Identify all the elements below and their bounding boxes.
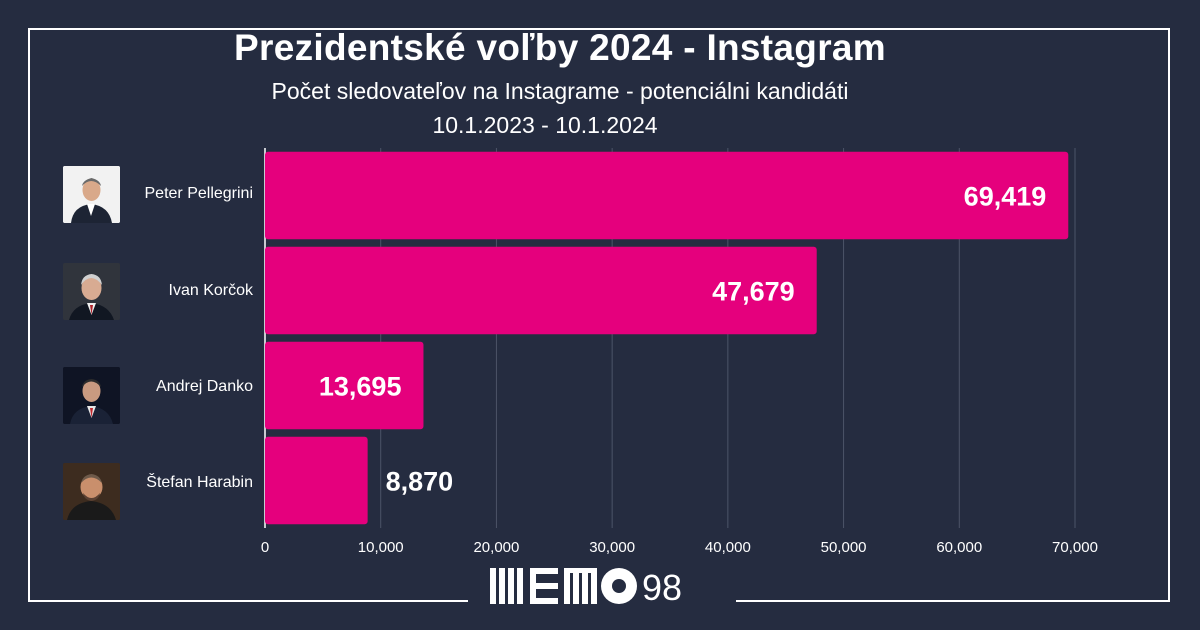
memo98-logo: 98 (490, 567, 682, 606)
x-tick-label: 20,000 (473, 539, 519, 556)
photo-peter-pellegrini (63, 166, 120, 223)
photo-ivan-korcok (63, 263, 120, 320)
date-range: 10.1.2023 - 10.1.2024 (432, 112, 658, 138)
category-label: Ivan Korčok (168, 282, 253, 299)
x-tick-label: 50,000 (821, 539, 867, 556)
x-tick-label: 40,000 (705, 539, 751, 556)
bar-value-label: 13,695 (319, 372, 402, 402)
bar (265, 246, 817, 335)
chart-subtitle: Počet sledovateľov na Instagrame - poten… (271, 78, 849, 104)
portrait-icon (63, 463, 120, 520)
portrait-icon (63, 263, 120, 320)
category-label: Peter Pellegrini (144, 185, 254, 202)
category-label: Andrej Danko (156, 378, 253, 395)
x-tick-label: 0 (261, 539, 269, 556)
x-tick-label: 10,000 (358, 539, 404, 556)
bar-value-label: 8,870 (386, 467, 454, 497)
bar-value-label: 69,419 (964, 182, 1047, 212)
photo-andrej-danko (63, 367, 120, 424)
portrait-icon (63, 367, 120, 424)
bar (265, 436, 368, 525)
bar-value-label: 47,679 (712, 277, 795, 307)
chart-title: Prezidentské voľby 2024 - Instagram (234, 27, 886, 68)
x-tick-label: 70,000 (1052, 539, 1098, 556)
bar (265, 151, 1069, 240)
logo-suffix: 98 (642, 567, 682, 606)
portrait-icon (63, 166, 120, 223)
x-tick-label: 60,000 (936, 539, 982, 556)
bar (265, 341, 424, 430)
x-tick-label: 30,000 (589, 539, 635, 556)
category-label: Štefan Harabin (146, 474, 253, 491)
photo-stefan-harabin (63, 463, 120, 520)
